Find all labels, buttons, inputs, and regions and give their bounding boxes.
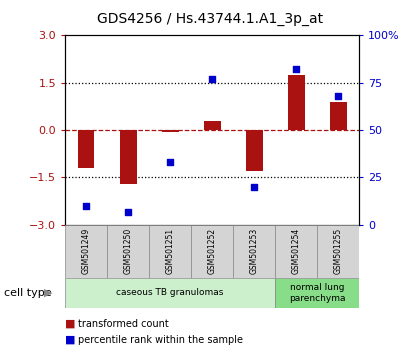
Point [209, 76, 215, 82]
Text: ▶: ▶ [44, 288, 52, 298]
Bar [107, 225, 149, 278]
Point [335, 93, 341, 99]
Text: GSM501251: GSM501251 [165, 227, 175, 274]
Text: ■: ■ [65, 319, 76, 329]
Text: normal lung
parenchyma: normal lung parenchyma [289, 283, 345, 303]
Bar [317, 225, 359, 278]
Text: GSM501253: GSM501253 [249, 227, 259, 274]
Bar [233, 225, 275, 278]
Text: cell type: cell type [4, 288, 52, 298]
Text: GSM501249: GSM501249 [81, 227, 91, 274]
Point [167, 159, 173, 165]
Bar [78, 130, 94, 168]
Bar [120, 130, 136, 184]
Bar [149, 225, 191, 278]
Bar [275, 225, 317, 278]
Text: GDS4256 / Hs.43744.1.A1_3p_at: GDS4256 / Hs.43744.1.A1_3p_at [97, 12, 323, 27]
Text: percentile rank within the sample: percentile rank within the sample [78, 335, 243, 345]
Text: ■: ■ [65, 335, 76, 345]
Bar [65, 225, 107, 278]
Text: GSM501255: GSM501255 [333, 227, 343, 274]
Text: caseous TB granulomas: caseous TB granulomas [116, 289, 224, 297]
Text: GSM501250: GSM501250 [123, 227, 133, 274]
Text: GSM501254: GSM501254 [291, 227, 301, 274]
Bar [191, 225, 233, 278]
Point [125, 209, 131, 215]
Text: GSM501252: GSM501252 [207, 227, 217, 274]
Bar [204, 121, 220, 130]
Point [251, 184, 257, 190]
Bar [65, 278, 275, 308]
Bar [330, 102, 346, 130]
Text: transformed count: transformed count [78, 319, 168, 329]
Bar [288, 75, 304, 130]
Point [293, 67, 299, 72]
Point [83, 203, 89, 209]
Bar [246, 130, 262, 171]
Bar [162, 130, 178, 132]
Bar [275, 278, 359, 308]
